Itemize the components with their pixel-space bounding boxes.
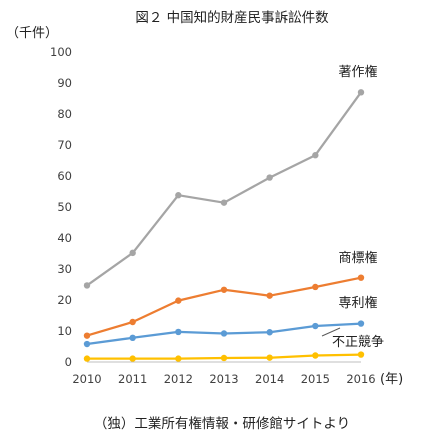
- chart-title: 図２ 中国知的財産民事訴訟件数: [135, 9, 329, 26]
- y-tick-label: 60: [57, 169, 72, 183]
- data-point: [83, 340, 91, 348]
- series-label: 商標権: [338, 250, 377, 266]
- y-tick-label: 80: [57, 107, 72, 121]
- x-tick-label: 2013: [209, 372, 238, 386]
- y-tick-label: 30: [57, 262, 72, 276]
- series-label: 不正競争: [332, 335, 384, 350]
- x-tick-label: 2015: [301, 372, 330, 386]
- y-tick-label: 40: [57, 231, 72, 245]
- label-leader-line: [321, 327, 341, 337]
- x-tick-label: 2014: [255, 372, 284, 386]
- data-point: [83, 282, 91, 289]
- series: 不正競争: [83, 335, 384, 362]
- data-point: [357, 274, 365, 281]
- y-axis-ticks: 0 10 20 30 40 50 60 70 80 90 100: [50, 45, 72, 369]
- series-label: 専利権: [338, 295, 377, 311]
- y-tick-label: 100: [50, 45, 72, 59]
- data-point: [129, 355, 136, 362]
- series: 商標権: [83, 250, 378, 339]
- source-note: （独）工業所有権情報・研修館サイトより: [94, 415, 350, 432]
- data-point: [266, 174, 273, 181]
- y-tick-label: 50: [57, 200, 72, 214]
- x-tick-label: 2011: [118, 372, 147, 386]
- series-label: 著作権: [338, 64, 377, 80]
- x-tick-label: 2012: [164, 372, 193, 386]
- y-tick-label: 0: [65, 355, 72, 369]
- series-line: [86, 276, 362, 337]
- data-point: [129, 318, 136, 326]
- x-tick-label: 2010: [72, 372, 101, 386]
- data-point: [266, 354, 273, 361]
- y-axis-unit-label: （千件）: [6, 26, 58, 41]
- data-point: [175, 328, 182, 336]
- data-point: [83, 355, 91, 362]
- x-axis-unit-label: (年): [380, 372, 403, 387]
- data-point: [129, 249, 136, 257]
- data-point: [220, 354, 228, 362]
- data-point: [175, 297, 182, 304]
- x-axis-ticks: 2010 2011 2012 2013 2014 2015 2016: [72, 372, 375, 386]
- series-line: [86, 91, 362, 287]
- y-tick-label: 90: [57, 76, 72, 90]
- y-tick-label: 10: [57, 324, 72, 338]
- y-tick-label: 20: [57, 293, 72, 307]
- data-point: [175, 192, 182, 199]
- series: 著作権: [83, 64, 378, 289]
- data-point: [357, 351, 365, 358]
- data-point: [220, 286, 228, 293]
- data-point: [220, 330, 228, 337]
- data-point: [312, 322, 319, 330]
- data-point: [266, 329, 273, 336]
- data-point: [312, 152, 319, 159]
- y-tick-label: 70: [57, 138, 72, 152]
- data-point: [175, 355, 182, 362]
- data-point: [312, 352, 319, 359]
- data-point: [312, 283, 319, 291]
- data-point: [266, 292, 273, 299]
- data-point: [357, 320, 365, 327]
- data-point: [83, 332, 91, 339]
- data-point: [357, 89, 365, 96]
- series: 専利権: [83, 295, 378, 348]
- x-tick-label: 2016: [346, 372, 375, 386]
- data-point: [129, 334, 136, 342]
- data-point: [220, 199, 228, 206]
